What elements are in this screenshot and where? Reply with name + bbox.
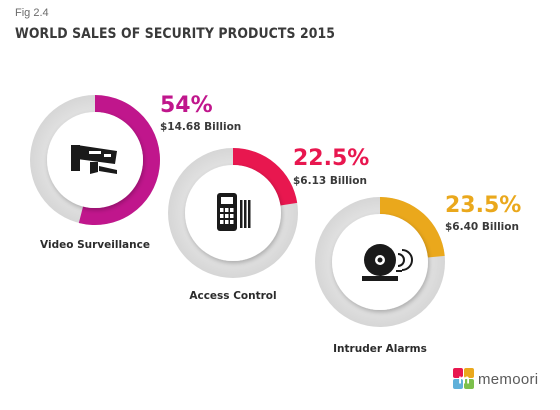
memoori-logo: m memoori xyxy=(453,368,538,390)
intruder-alarms-percent-label: 23.5% xyxy=(445,193,521,218)
video-surveillance-category-label: Video Surveillance xyxy=(40,239,150,251)
access-control-percent-label: 22.5% xyxy=(293,146,369,171)
access-control-category-label: Access Control xyxy=(189,290,276,302)
alarm-bell-icon xyxy=(362,244,413,281)
svg-text:m: m xyxy=(458,372,470,387)
access-control-ring: 22.5% $6.13 Billion Access Control xyxy=(168,146,369,302)
video-surveillance-ring: 54% $14.68 Billion Video Surveillance xyxy=(30,93,241,251)
video-surveillance-amount-label: $14.68 Billion xyxy=(160,121,241,133)
cctv-camera-icon xyxy=(71,145,117,174)
intruder-alarms-amount-label: $6.40 Billion xyxy=(445,221,519,233)
video-surveillance-slice xyxy=(78,95,160,225)
intruder-alarms-ring: 23.5% $6.40 Billion Intruder Alarms xyxy=(315,193,521,355)
intruder-alarms-category-label: Intruder Alarms xyxy=(333,343,427,355)
memoori-logo-text: memoori xyxy=(478,370,539,388)
keypad-reader-icon xyxy=(217,193,251,231)
figure-label: Fig 2.4 xyxy=(15,7,49,19)
memoori-logo-mark-icon: m xyxy=(453,368,474,389)
access-control-amount-label: $6.13 Billion xyxy=(293,175,367,187)
access-control-slice xyxy=(233,148,298,206)
intruder-alarms-slice xyxy=(380,196,445,258)
video-surveillance-percent-label: 54% xyxy=(160,93,213,118)
chart-title: WORLD SALES OF SECURITY PRODUCTS 2015 xyxy=(15,26,336,42)
